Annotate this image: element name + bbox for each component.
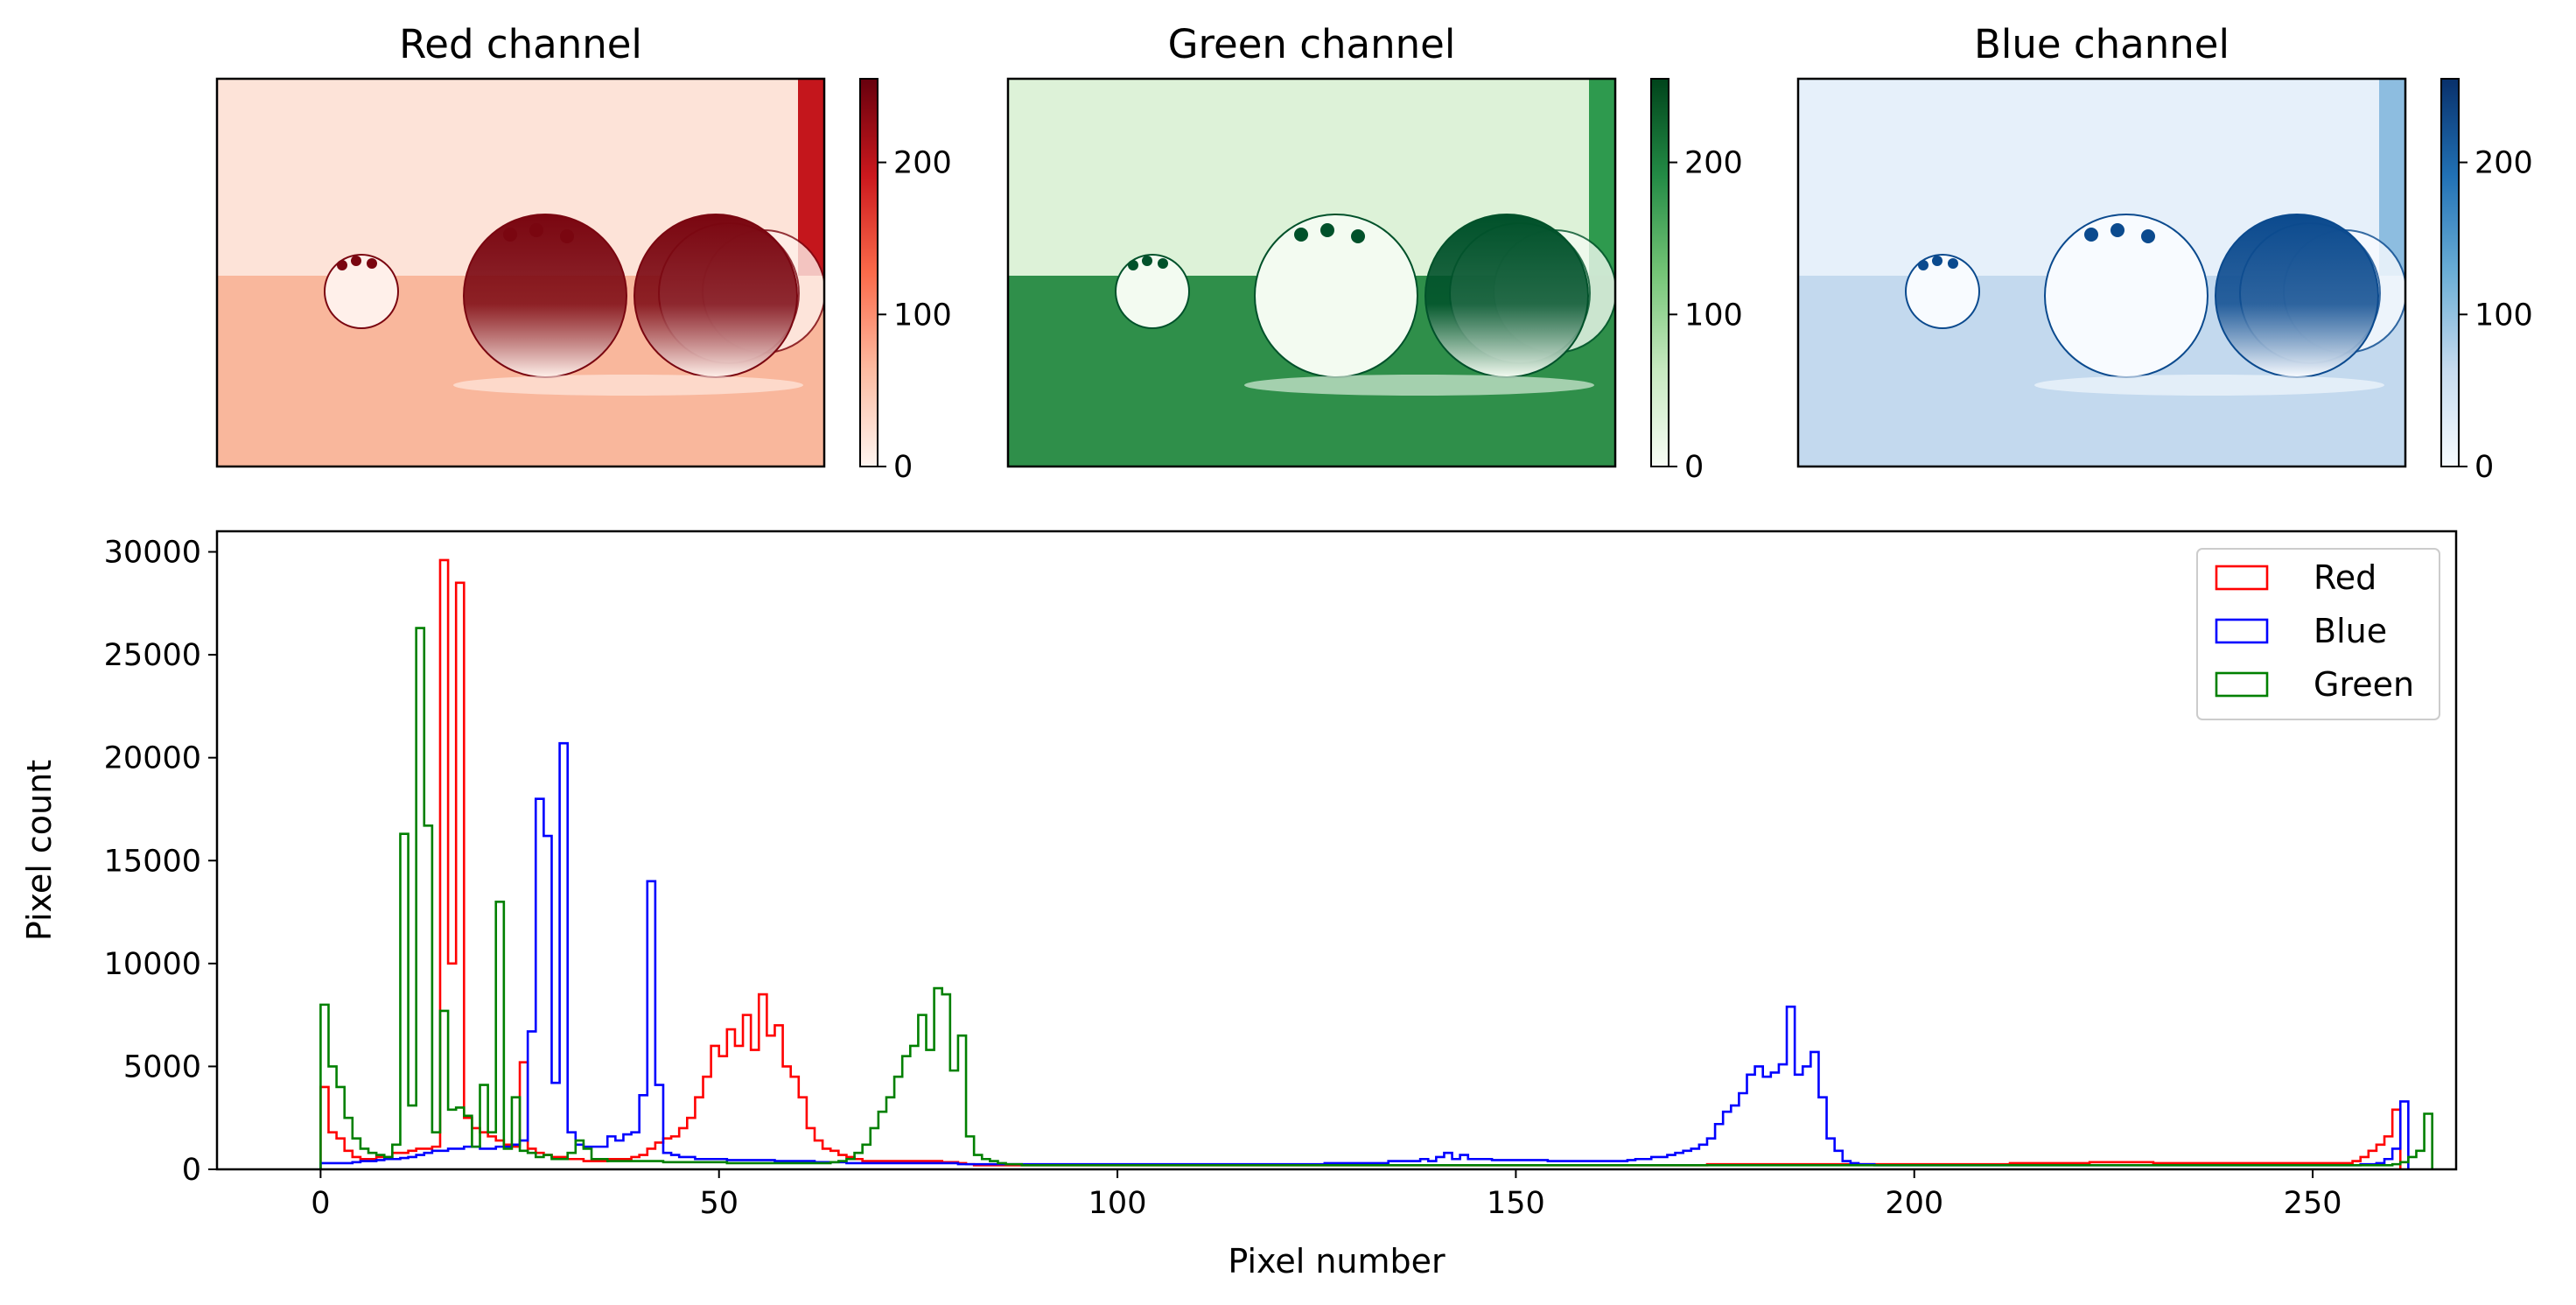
legend-swatch-green: [2215, 671, 2269, 698]
histogram-panel: 0 50 100 150 200 250 0 5000 10000 15000 20000 25000…: [20, 530, 2458, 1280]
colorbar-tick-label: 100: [893, 298, 952, 333]
plot-frame: [215, 530, 2458, 1171]
x-tick-label: 100: [1088, 1186, 1147, 1221]
channel-image: [1008, 79, 1615, 467]
x-tick-label: 50: [699, 1186, 738, 1221]
colorbar-tick-label: 0: [893, 450, 913, 485]
y-tick-label: 5000: [123, 1049, 201, 1084]
panel-title: Blue channel: [1974, 21, 2230, 67]
channel-image: [1798, 79, 2405, 467]
legend-label-blue: Blue: [2314, 612, 2387, 650]
x-tick-label: 0: [311, 1186, 330, 1221]
panel-title: Green channel: [1168, 21, 1456, 67]
colorbar-tick-label: 0: [2474, 450, 2494, 485]
x-tick-label: 200: [1885, 1186, 1943, 1221]
colorbar-tick-label: 100: [1684, 298, 1743, 333]
y-tick-label: 25000: [104, 638, 201, 673]
colorbar-tick-label: 200: [2474, 146, 2533, 181]
panel-title: Red channel: [399, 21, 642, 67]
channel-image: [217, 79, 824, 467]
legend-label-red: Red: [2314, 558, 2376, 597]
channel-panel-2: Green channel 0 100 200: [1006, 21, 1743, 485]
series-green-histogram: [319, 627, 2433, 1169]
series-blue-histogram: [319, 741, 2410, 1169]
x-tick-label: 150: [1487, 1186, 1545, 1221]
colorbar-tick-label: 0: [1684, 450, 1704, 485]
colorbar: [2440, 78, 2460, 467]
colorbar-tick-label: 200: [1684, 146, 1743, 181]
channel-panel-1: Red channel 0 100 200: [215, 21, 952, 485]
legend-swatch-red: [2215, 565, 2269, 591]
y-tick-label: 10000: [104, 947, 201, 982]
y-tick-label: 0: [182, 1153, 201, 1188]
colorbar-tick-label: 100: [2474, 298, 2533, 333]
series-red-histogram: [319, 558, 2402, 1169]
colorbar: [859, 78, 878, 467]
colorbar-tick-label: 200: [893, 146, 952, 181]
channel-panel-3: Blue channel 0 100 200: [1796, 21, 2533, 485]
y-axis-label: Pixel count: [20, 760, 59, 941]
x-axis-label: Pixel number: [1228, 1242, 1446, 1280]
legend: Red Blue Green: [2196, 548, 2440, 720]
y-tick-label: 20000: [104, 741, 201, 776]
y-tick-label: 30000: [104, 536, 201, 571]
colorbar: [1650, 78, 1670, 467]
y-tick-label: 15000: [104, 844, 201, 879]
legend-label-green: Green: [2314, 665, 2414, 704]
x-tick-label: 250: [2284, 1186, 2342, 1221]
legend-swatch-blue: [2215, 618, 2269, 644]
